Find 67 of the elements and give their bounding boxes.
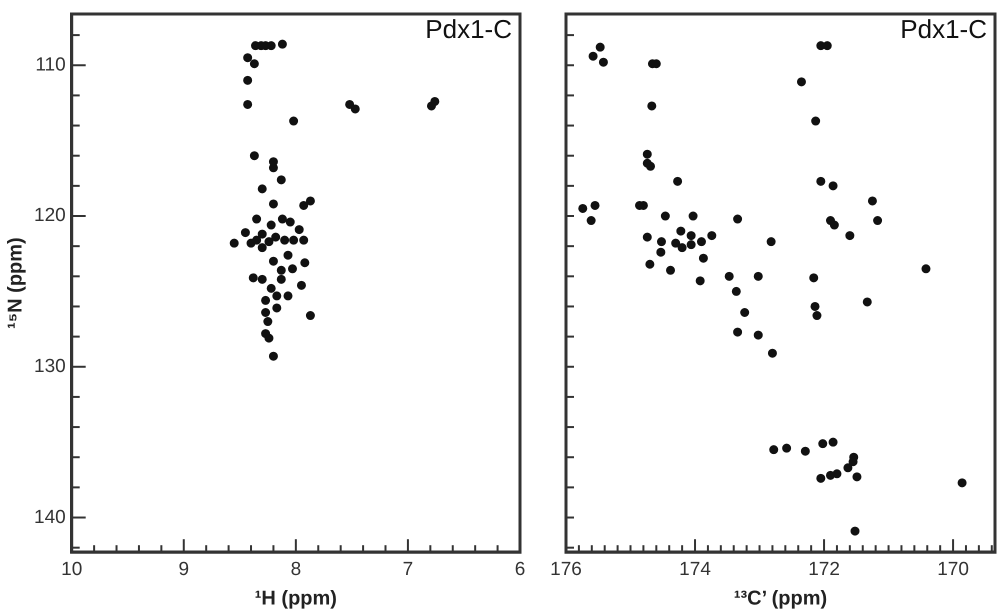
- y-tick-label: 120: [34, 205, 66, 226]
- point: [296, 280, 306, 290]
- point: [294, 225, 304, 234]
- point: [289, 116, 298, 126]
- y-tick-label: 140: [34, 506, 66, 528]
- point: [230, 238, 239, 248]
- point: [299, 236, 308, 245]
- y-tick-label: 110: [35, 54, 66, 76]
- x-tick-label: 10: [61, 558, 82, 580]
- point: [268, 352, 278, 361]
- point: [258, 243, 267, 252]
- point: [252, 236, 262, 245]
- point: [261, 296, 270, 305]
- x-tick-label: 8: [290, 558, 302, 580]
- x-tick-label: 170: [937, 558, 969, 580]
- point: [252, 214, 262, 224]
- annotation: Pdx1-C: [900, 14, 987, 44]
- point: [430, 96, 440, 106]
- point: [284, 250, 293, 260]
- point: [258, 230, 267, 239]
- point: [266, 220, 276, 230]
- point: [299, 200, 308, 210]
- point: [276, 274, 286, 284]
- point: [264, 334, 274, 343]
- point: [243, 76, 252, 85]
- point: [268, 199, 278, 208]
- point: [240, 228, 250, 238]
- x-tick-label: 6: [514, 558, 526, 580]
- x-axis-title: ¹H (ppm): [254, 588, 337, 610]
- point: [250, 59, 259, 68]
- point: [266, 284, 276, 293]
- point: [243, 100, 252, 109]
- x-tick-label: 7: [402, 558, 414, 580]
- point: [288, 264, 297, 274]
- y-tick-label: 130: [34, 356, 66, 378]
- x-tick-label: 172: [808, 558, 840, 580]
- y-axis-title: ¹⁵N (ppm): [4, 237, 27, 329]
- point: [271, 232, 280, 242]
- point: [258, 274, 267, 284]
- point: [286, 218, 295, 227]
- point: [243, 53, 252, 62]
- annotation: Pdx1-C: [425, 14, 512, 44]
- point: [261, 308, 270, 317]
- point: [278, 214, 287, 224]
- point: [258, 184, 267, 194]
- point: [280, 236, 290, 245]
- point: [263, 317, 272, 326]
- point: [350, 104, 360, 114]
- point: [272, 303, 282, 312]
- point: [276, 175, 286, 184]
- point: [284, 291, 293, 300]
- point: [300, 258, 310, 268]
- x-axis-title: ¹³C’ (ppm): [734, 588, 828, 610]
- point: [278, 40, 287, 49]
- point: [268, 256, 278, 266]
- x-tick-label: 174: [679, 558, 712, 580]
- point: [306, 311, 315, 320]
- point: [250, 151, 259, 160]
- x-tick-label: 176: [550, 558, 582, 580]
- point: [345, 100, 354, 109]
- point: [276, 266, 286, 275]
- point: [248, 273, 258, 282]
- point: [272, 291, 282, 300]
- point: [289, 236, 298, 245]
- point: [264, 237, 274, 246]
- x-tick-label: 9: [178, 558, 190, 580]
- point: [306, 196, 315, 206]
